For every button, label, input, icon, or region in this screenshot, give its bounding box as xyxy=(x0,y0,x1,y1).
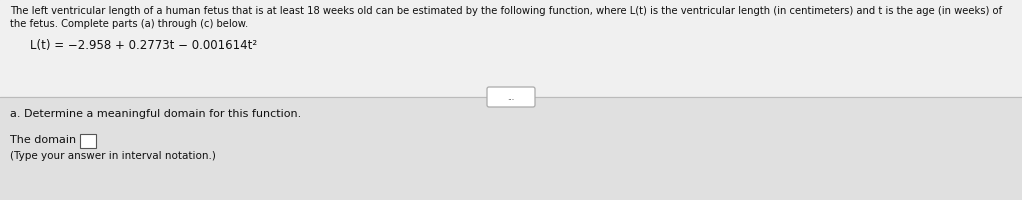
Bar xyxy=(0,97,1022,200)
Text: a. Determine a meaningful domain for this function.: a. Determine a meaningful domain for thi… xyxy=(10,109,301,119)
FancyBboxPatch shape xyxy=(80,134,96,148)
Text: (Type your answer in interval notation.): (Type your answer in interval notation.) xyxy=(10,151,216,161)
Text: the fetus. Complete parts (a) through (c) below.: the fetus. Complete parts (a) through (c… xyxy=(10,19,248,29)
Bar xyxy=(0,0,1022,97)
Text: The left ventricular length of a human fetus that is at least 18 weeks old can b: The left ventricular length of a human f… xyxy=(10,6,1003,16)
Text: ...: ... xyxy=(508,92,514,102)
Text: The domain is: The domain is xyxy=(10,135,89,145)
Text: L(t) = −2.958 + 0.2773t − 0.001614t²: L(t) = −2.958 + 0.2773t − 0.001614t² xyxy=(30,39,258,52)
FancyBboxPatch shape xyxy=(487,87,535,107)
